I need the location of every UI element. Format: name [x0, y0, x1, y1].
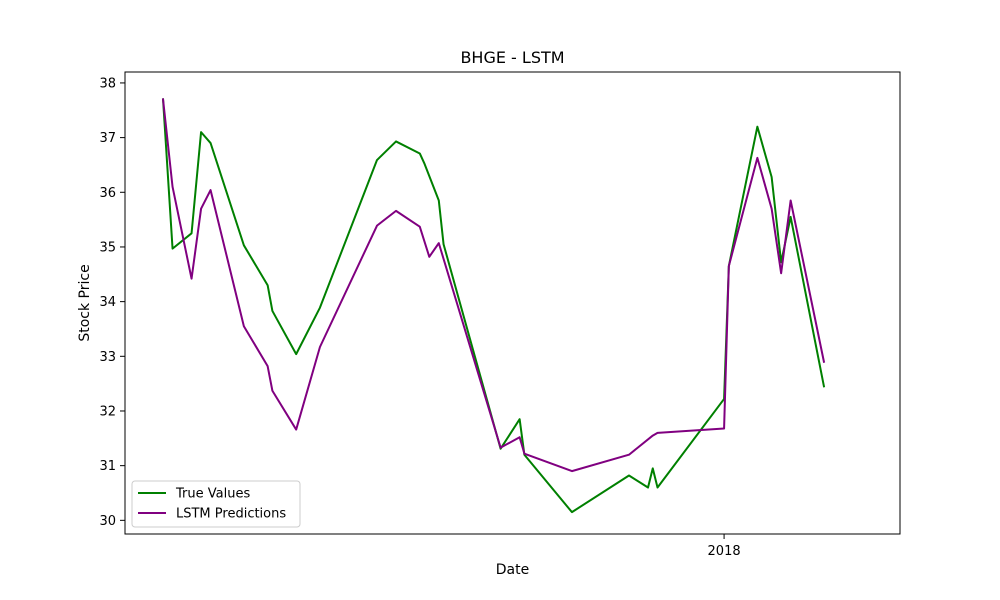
x-axis-label: Date: [496, 562, 529, 578]
legend-box: [131, 480, 301, 528]
y-axis: 30 31 32 33 34 35 36 37 38: [99, 76, 125, 529]
plot-area: [125, 72, 900, 534]
x-tick-label: 2018: [708, 544, 741, 559]
y-tick-label: 34: [99, 295, 116, 310]
y-tick-label: 32: [99, 404, 116, 419]
series-line-lstm-predictions: [161, 98, 826, 473]
y-tick-label: 33: [99, 350, 116, 365]
y-tick-label: 30: [99, 514, 116, 529]
series-layer: [161, 98, 826, 514]
legend-label-lstm-predictions: LSTM Predictions: [176, 507, 286, 522]
y-tick-label: 35: [99, 240, 116, 255]
y-tick-label: 31: [99, 459, 116, 474]
y-tick-label: 36: [99, 186, 116, 201]
chart-title: BHGE - LSTM: [460, 48, 564, 67]
plot-frame: [124, 71, 901, 535]
legend: True Values LSTM Predictions: [131, 480, 301, 528]
y-axis-label: Stock Price: [77, 264, 93, 341]
x-axis: 2018: [708, 534, 741, 559]
y-tick-label: 38: [99, 76, 116, 91]
y-tick-label: 37: [99, 131, 116, 146]
legend-label-true-values: True Values: [175, 487, 250, 502]
